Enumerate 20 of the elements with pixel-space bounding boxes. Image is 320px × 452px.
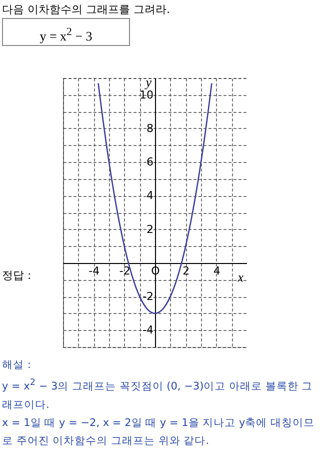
line-series	[98, 82, 212, 314]
x-tick-label: 2	[182, 264, 190, 278]
y-tick-label: 8	[146, 122, 154, 135]
x-tick-label: -4	[88, 264, 100, 278]
text: x = 1일 때 y = −2, x = 2일 때 y = 1을 지나고 y축에 대칭이므로 주어진 이차함수의 그래프는 위와 같다.	[2, 416, 316, 448]
y-axis-title: y	[144, 74, 152, 90]
y-tick-label: 4	[146, 189, 154, 202]
y-tick-label: -2	[142, 290, 154, 304]
text: 정답 :	[2, 268, 32, 283]
x-tick-label: 4	[213, 264, 220, 278]
y-tick-label: 10	[140, 88, 154, 102]
text: y = x$^{2}$ − 3의 그래프는 꼭짓점이 (0, −3)이고 아래로 볼록한 그래프이다.	[2, 377, 314, 412]
chart-title: 다음 이차함수의 그래프를 그려라.	[2, 2, 170, 17]
y-tick-label: 2	[146, 222, 154, 236]
x-axis-title: x	[236, 269, 244, 284]
chart-subtitle: y = x$^{2}$ − 3	[2, 18, 130, 46]
text: 해설 :	[2, 358, 32, 373]
y-tick-label: -4	[142, 324, 154, 337]
x-tick-label: -2	[119, 264, 130, 278]
y-tick-label: 6	[146, 156, 154, 169]
